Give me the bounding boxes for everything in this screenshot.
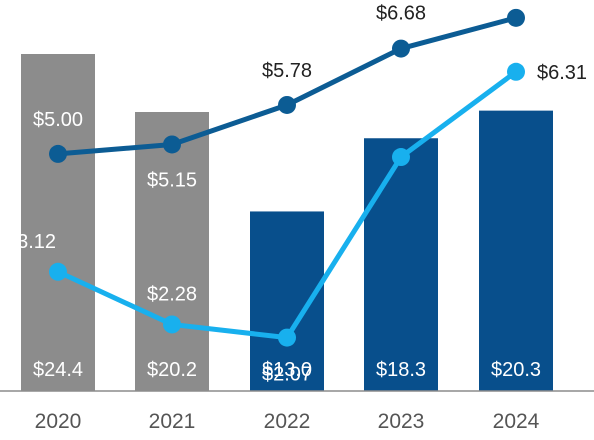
bar-2020	[21, 54, 95, 391]
bar-value-label-2020: $24.4	[33, 359, 83, 381]
series-2-point-2022	[278, 328, 296, 347]
series-1-point-2020	[49, 144, 67, 163]
series-2-point-2020	[49, 262, 67, 281]
series-2-value-label-2021: $2.28	[147, 283, 197, 305]
x-tick-label-2024: 2024	[493, 410, 540, 433]
bar-value-label-2021: $20.2	[147, 359, 197, 381]
series-1-value-label-2023: $6.68	[376, 3, 426, 25]
series-1-point-2024	[507, 8, 525, 27]
series-1-value-label-2021: $5.15	[147, 169, 197, 191]
labels-layer: $24.4 $20.2 $13.0 $18.3 $20.3 $5.00 $5.15 $5.78…	[6, 3, 587, 386]
series-1-point-2021	[163, 135, 181, 154]
bar-2023	[364, 138, 438, 391]
x-tick-label-2021: 2021	[149, 410, 196, 433]
series-2-point-2021	[163, 315, 181, 334]
bar-2024	[479, 110, 553, 392]
series-2-value-label-2022: $2.07	[262, 364, 312, 386]
series-2-value-label-2020: $3.12	[6, 231, 56, 253]
bar-value-label-2024: $20.3	[491, 359, 541, 381]
series-2-value-label-2024: $6.31	[537, 62, 587, 84]
series-2-point-2023	[392, 148, 410, 167]
series-1-point-2023	[392, 39, 410, 58]
bar-2021	[135, 112, 209, 392]
x-tick-label-2023: 2023	[378, 410, 425, 433]
series-line-1	[55, 15, 519, 157]
x-tick-label-2020: 2020	[35, 410, 82, 433]
bar-value-label-2022: $13.0	[262, 359, 312, 381]
series-1-point-2022	[278, 95, 296, 114]
bars-layer	[21, 54, 553, 392]
x-tick-label-2022: 2022	[264, 410, 311, 433]
series-1-value-label-2022: $5.78	[262, 60, 312, 82]
series-2-value-label-2023: $4.95	[376, 112, 426, 134]
bar-value-label-2023: $18.3	[376, 359, 426, 381]
lines-layer	[49, 8, 525, 347]
series-2-point-2024	[507, 62, 525, 81]
series-1-value-label-2020: $5.00	[33, 109, 83, 131]
x-ticks-layer: 2020 2021 2022 2023 2024	[35, 410, 540, 433]
